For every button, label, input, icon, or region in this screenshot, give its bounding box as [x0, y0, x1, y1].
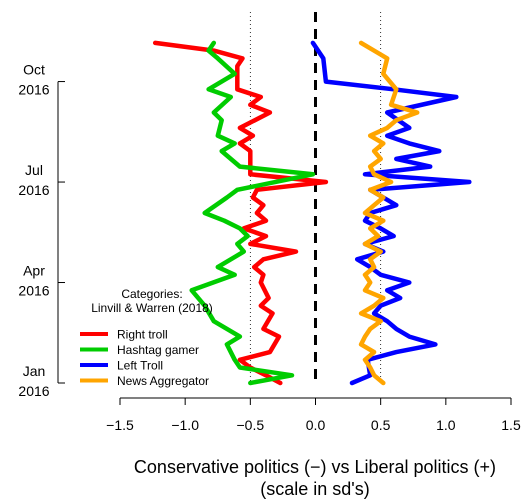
legend-label: News Aggregator — [117, 374, 209, 388]
x-tick-label: 0.5 — [371, 417, 391, 433]
x-tick-label: 1.5 — [501, 417, 521, 433]
legend: Categories: Linvill & Warren (2018) Righ… — [80, 287, 213, 388]
y-tick-label-year: 2016 — [18, 182, 49, 198]
x-axis-label: Conservative politics (−) vs Liberal pol… — [134, 457, 496, 477]
x-tick-label: −1.0 — [171, 417, 199, 433]
y-tick-label-year: 2016 — [18, 283, 49, 299]
series-line-news-aggregator — [358, 40, 420, 386]
series-line-right-troll — [152, 40, 329, 386]
y-tick-label-month: Jul — [25, 162, 43, 178]
y-axis: Jan 2016 Apr 2016 Jul 2016 Oct 2016 — [18, 62, 65, 399]
y-tick-label-year: 2016 — [18, 383, 49, 399]
x-tick-label: 0.0 — [306, 417, 326, 433]
x-tick-label: −1.5 — [106, 417, 134, 433]
x-tick-label: 1.0 — [436, 417, 456, 433]
legend-subtitle: Linvill & Warren (2018) — [91, 301, 213, 315]
series-lines — [152, 40, 472, 386]
legend-label: Hashtag gamer — [117, 343, 199, 357]
legend-label: Right troll — [117, 328, 168, 342]
y-tick-label-year: 2016 — [18, 82, 49, 98]
x-tick-label: −0.5 — [237, 417, 265, 433]
x-axis-sublabel: (scale in sd's) — [260, 479, 369, 499]
legend-title: Categories: — [121, 287, 182, 301]
x-axis: −1.5 −1.0 −0.5 0.0 0.5 1.0 1.5 — [106, 397, 521, 433]
reference-lines — [249, 12, 382, 383]
y-tick-label-month: Jan — [23, 363, 46, 379]
legend-label: Left Troll — [117, 359, 163, 373]
y-tick-label-month: Apr — [23, 263, 45, 279]
y-tick-label-month: Oct — [23, 62, 45, 78]
series-line-left-troll — [310, 40, 472, 386]
series-line-hashtag-gamer — [189, 40, 316, 386]
